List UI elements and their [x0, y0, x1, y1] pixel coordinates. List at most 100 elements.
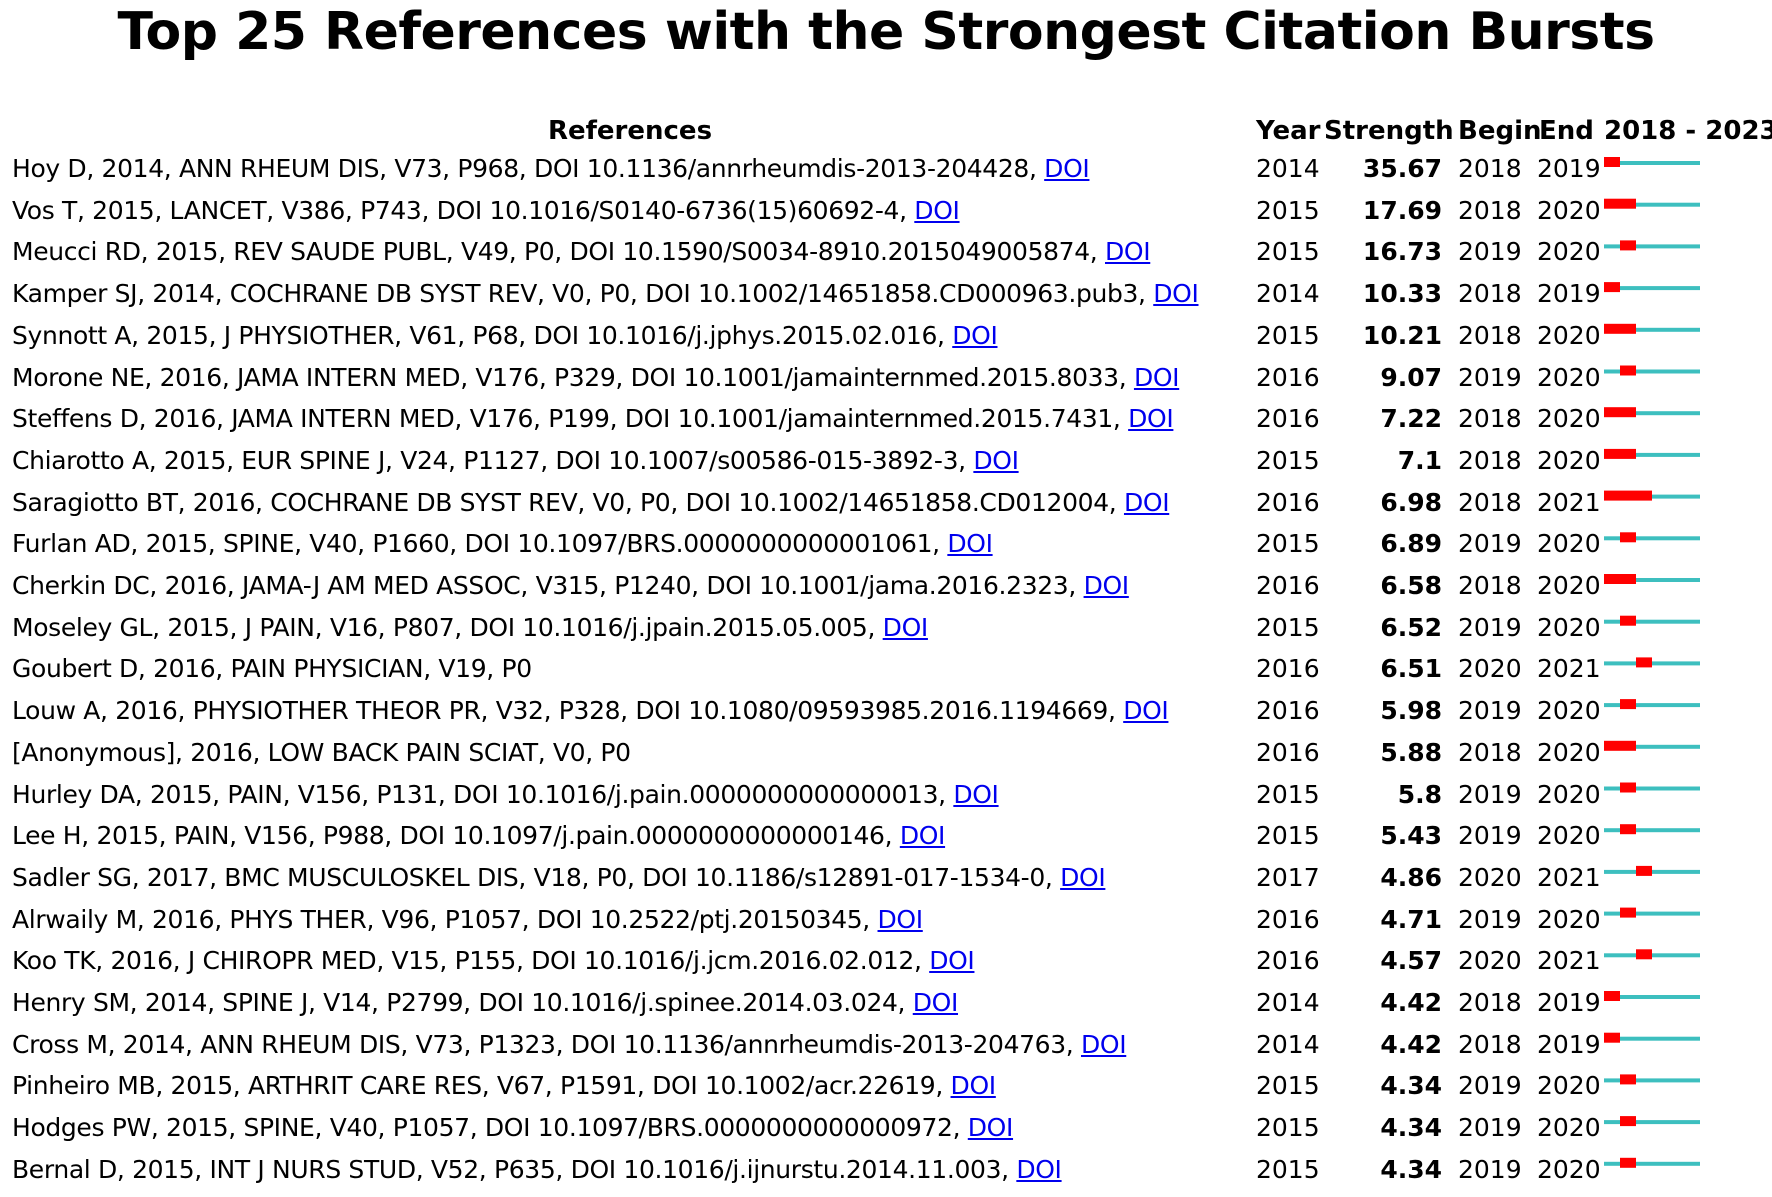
reference-citation: Kamper SJ, 2014, COCHRANE DB SYST REV, V… [12, 279, 1154, 309]
table-row: Henry SM, 2014, SPINE J, V14, P2799, DOI… [0, 982, 1772, 1023]
burst-bar [1620, 699, 1636, 710]
reference-citation: Steffens D, 2016, JAMA INTERN MED, V176,… [12, 404, 1129, 434]
doi-link[interactable]: DOI [953, 779, 999, 809]
doi-link[interactable]: DOI [1153, 279, 1199, 309]
doi-link[interactable]: DOI [1060, 862, 1106, 892]
doi-link[interactable]: DOI [1123, 696, 1169, 726]
strength-cell: 4.42 [1380, 988, 1442, 1017]
end-cell: 2020 [1537, 1113, 1601, 1143]
doi-link[interactable]: DOI [1083, 571, 1130, 600]
header-strength: Strength [1324, 116, 1454, 146]
doi-link[interactable]: DOI [950, 1071, 997, 1101]
year-cell: 2014 [1256, 279, 1320, 309]
burst-bar [1636, 865, 1652, 876]
reference-text: Vos T, 2015, LANCET, V386, P743, DOI 10.… [12, 196, 960, 225]
table-row: Alrwaily M, 2016, PHYS THER, V96, P1057,… [0, 899, 1772, 940]
reference-text: Koo TK, 2016, J CHIROPR MED, V15, P155, … [12, 946, 975, 976]
strength-cell: 4.42 [1380, 1029, 1442, 1059]
year-cell: 2015 [1256, 195, 1320, 225]
doi-link[interactable]: DOI [967, 1113, 1014, 1143]
begin-cell: 2018 [1458, 1029, 1522, 1059]
begin-cell: 2019 [1458, 362, 1522, 392]
end-cell: 2021 [1537, 487, 1601, 517]
doi-link[interactable]: DOI [973, 445, 1019, 475]
doi-link[interactable]: DOI [952, 320, 998, 350]
reference-text: Morone NE, 2016, JAMA INTERN MED, V176, … [12, 362, 1180, 392]
reference-citation: Cross M, 2014, ANN RHEUM DIS, V73, P1323… [12, 1029, 1081, 1059]
doi-link[interactable]: DOI [877, 904, 924, 934]
timeline-base-line [1604, 411, 1700, 416]
reference-citation: Synnott A, 2015, J PHYSIOTHER, V61, P68,… [12, 320, 953, 350]
doi-link[interactable]: DOI [912, 988, 959, 1017]
year-cell: 2016 [1256, 946, 1320, 976]
year-cell: 2016 [1256, 696, 1320, 726]
header-references: References [547, 116, 713, 146]
strength-cell: 7.1 [1397, 445, 1442, 475]
reference-text: Steffens D, 2016, JAMA INTERN MED, V176,… [12, 404, 1174, 434]
begin-cell: 2018 [1458, 487, 1522, 517]
table-row: Moseley GL, 2015, J PAIN, V16, P807, DOI… [0, 607, 1772, 648]
doi-link[interactable]: DOI [929, 946, 975, 976]
burst-bar [1620, 907, 1636, 918]
burst-bar [1604, 490, 1652, 501]
begin-cell: 2018 [1458, 737, 1522, 767]
doi-link[interactable]: DOI [947, 529, 993, 559]
reference-text: Pinheiro MB, 2015, ARTHRIT CARE RES, V67… [12, 1071, 996, 1100]
table-row: Hurley DA, 2015, PAIN, V156, P131, DOI 1… [0, 774, 1772, 815]
table-row: Steffens D, 2016, JAMA INTERN MED, V176,… [0, 398, 1772, 439]
table-row: Cross M, 2014, ANN RHEUM DIS, V73, P1323… [0, 1024, 1772, 1065]
end-cell: 2021 [1537, 862, 1601, 892]
reference-citation: Morone NE, 2016, JAMA INTERN MED, V176, … [12, 362, 1134, 392]
begin-cell: 2018 [1458, 320, 1522, 350]
reference-text: Bernal D, 2015, INT J NURS STUD, V52, P6… [12, 1155, 1062, 1184]
reference-citation: [Anonymous], 2016, LOW BACK PAIN SCIAT, … [12, 737, 631, 767]
strength-cell: 5.88 [1380, 737, 1442, 767]
doi-link[interactable]: DOI [1080, 1029, 1127, 1059]
table-row: Kamper SJ, 2014, COCHRANE DB SYST REV, V… [0, 273, 1772, 314]
doi-link[interactable]: DOI [1105, 237, 1151, 267]
end-cell: 2021 [1537, 946, 1601, 976]
begin-cell: 2018 [1458, 445, 1522, 475]
year-cell: 2015 [1256, 320, 1320, 350]
reference-citation: Saragiotto BT, 2016, COCHRANE DB SYST RE… [12, 487, 1124, 517]
year-cell: 2015 [1256, 1113, 1320, 1143]
table-row: Lee H, 2015, PAIN, V156, P988, DOI 10.10… [0, 815, 1772, 856]
strength-cell: 6.52 [1380, 612, 1442, 642]
burst-bar [1636, 657, 1652, 668]
burst-bar [1620, 365, 1636, 376]
year-cell: 2014 [1256, 988, 1320, 1017]
year-cell: 2016 [1256, 571, 1320, 600]
burst-bar [1604, 740, 1636, 751]
year-cell: 2016 [1256, 404, 1320, 434]
doi-link[interactable]: DOI [1123, 487, 1170, 517]
burst-bar [1620, 240, 1636, 251]
table-row: Goubert D, 2016, PAIN PHYSICIAN, V19, P0… [0, 648, 1772, 689]
doi-link[interactable]: DOI [1016, 1154, 1062, 1184]
strength-cell: 6.51 [1380, 654, 1442, 684]
doi-link[interactable]: DOI [1133, 362, 1180, 392]
strength-cell: 4.86 [1380, 862, 1442, 892]
begin-cell: 2019 [1458, 904, 1522, 934]
header-year: Year [1256, 116, 1321, 146]
reference-text: Meucci RD, 2015, REV SAUDE PUBL, V49, P0… [12, 237, 1151, 267]
year-cell: 2015 [1256, 821, 1320, 851]
doi-link[interactable]: DOI [882, 612, 929, 642]
doi-link[interactable]: DOI [914, 195, 960, 225]
reference-citation: Pinheiro MB, 2015, ARTHRIT CARE RES, V67… [12, 1071, 951, 1101]
doi-link[interactable]: DOI [1044, 154, 1090, 183]
year-cell: 2015 [1256, 237, 1320, 267]
year-cell: 2016 [1256, 362, 1320, 392]
reference-text: Moseley GL, 2015, J PAIN, V16, P807, DOI… [12, 613, 928, 642]
end-cell: 2020 [1537, 612, 1601, 642]
begin-cell: 2019 [1458, 696, 1522, 726]
doi-link[interactable]: DOI [1128, 404, 1174, 434]
doi-link[interactable]: DOI [899, 821, 946, 851]
burst-bar [1620, 1157, 1636, 1168]
strength-cell: 4.34 [1380, 1071, 1442, 1101]
year-cell: 2016 [1256, 737, 1320, 767]
end-cell: 2020 [1537, 362, 1601, 392]
reference-citation: Henry SM, 2014, SPINE J, V14, P2799, DOI… [12, 988, 913, 1017]
strength-cell: 5.98 [1380, 696, 1442, 726]
reference-text: Lee H, 2015, PAIN, V156, P988, DOI 10.10… [12, 821, 945, 850]
